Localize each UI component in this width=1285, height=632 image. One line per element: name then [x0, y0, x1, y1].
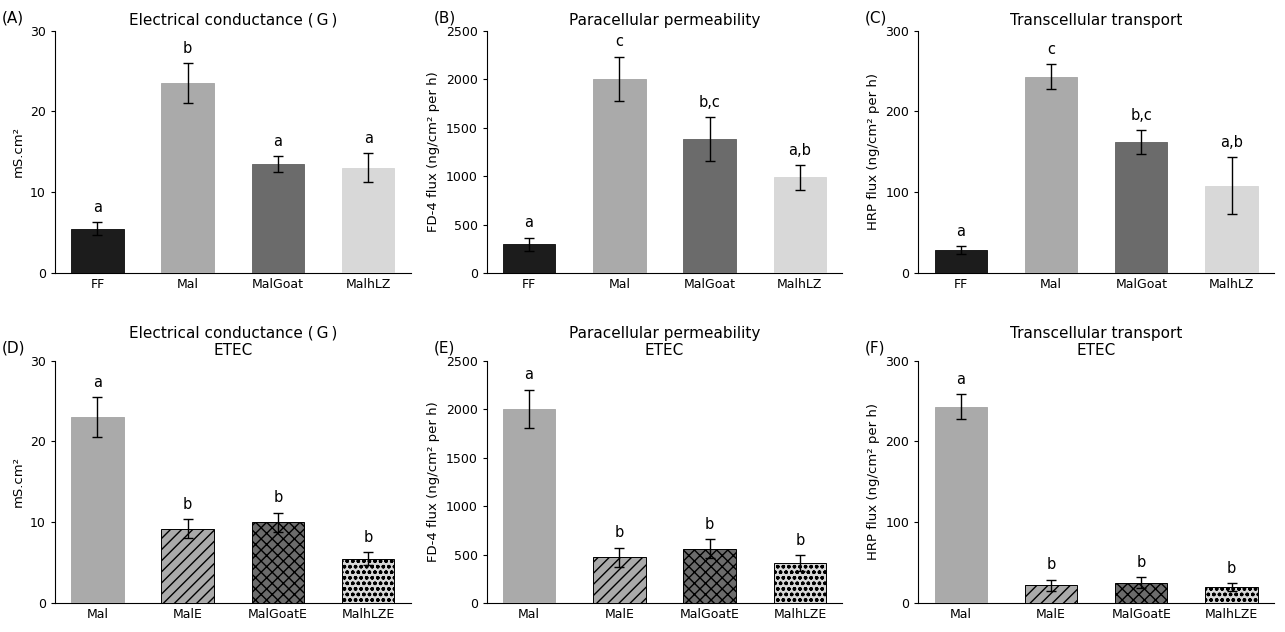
Text: b: b: [795, 533, 804, 548]
Text: a,b: a,b: [1221, 135, 1243, 150]
Bar: [594, 557, 645, 603]
Bar: [684, 549, 736, 603]
Text: b: b: [1046, 557, 1055, 573]
Bar: [1025, 585, 1077, 603]
Title: Transcellular transport: Transcellular transport: [1010, 13, 1182, 28]
Bar: [252, 164, 305, 273]
Bar: [934, 406, 987, 603]
Bar: [774, 178, 826, 273]
Text: b: b: [182, 40, 193, 56]
Text: (E): (E): [433, 341, 455, 356]
Text: (F): (F): [865, 341, 885, 356]
Bar: [774, 562, 826, 603]
Bar: [934, 250, 987, 273]
Text: a: a: [524, 367, 533, 382]
Text: a,b: a,b: [789, 143, 811, 158]
Text: b: b: [705, 517, 714, 532]
Y-axis label: FD-4 flux (ng/cm² per h): FD-4 flux (ng/cm² per h): [427, 71, 441, 232]
Text: a: a: [274, 133, 283, 149]
Text: b: b: [614, 525, 625, 540]
Text: (D): (D): [1, 341, 26, 356]
Text: a: a: [93, 375, 102, 390]
Title: Paracellular permeability
ETEC: Paracellular permeability ETEC: [569, 325, 761, 358]
Text: (A): (A): [1, 11, 24, 26]
Title: Electrical conductance ( G )
ETEC: Electrical conductance ( G ) ETEC: [128, 325, 337, 358]
Text: b: b: [274, 490, 283, 505]
Y-axis label: mS.cm²: mS.cm²: [12, 126, 24, 177]
Bar: [502, 409, 555, 603]
Text: a: a: [93, 200, 102, 215]
Bar: [502, 245, 555, 273]
Y-axis label: FD-4 flux (ng/cm² per h): FD-4 flux (ng/cm² per h): [427, 401, 441, 562]
Title: Transcellular transport
ETEC: Transcellular transport ETEC: [1010, 325, 1182, 358]
Text: c: c: [616, 35, 623, 49]
Bar: [1205, 186, 1258, 273]
Text: b: b: [1227, 561, 1236, 576]
Bar: [1115, 142, 1168, 273]
Bar: [1025, 76, 1077, 273]
Bar: [1115, 583, 1168, 603]
Bar: [342, 168, 394, 273]
Text: b: b: [364, 530, 373, 545]
Bar: [71, 229, 123, 273]
Text: a: a: [524, 216, 533, 230]
Text: a: a: [956, 224, 965, 239]
Text: b: b: [182, 497, 193, 512]
Bar: [684, 139, 736, 273]
Title: Electrical conductance ( G ): Electrical conductance ( G ): [128, 13, 337, 28]
Text: a: a: [956, 372, 965, 387]
Bar: [162, 529, 213, 603]
Text: (C): (C): [865, 11, 888, 26]
Text: (B): (B): [433, 11, 456, 26]
Title: Paracellular permeability: Paracellular permeability: [569, 13, 761, 28]
Bar: [162, 83, 213, 273]
Bar: [594, 79, 645, 273]
Text: a: a: [364, 131, 373, 146]
Y-axis label: HRP flux (ng/cm² per h): HRP flux (ng/cm² per h): [867, 73, 880, 230]
Bar: [71, 417, 123, 603]
Text: b: b: [1137, 555, 1146, 570]
Text: b,c: b,c: [1131, 107, 1153, 123]
Y-axis label: HRP flux (ng/cm² per h): HRP flux (ng/cm² per h): [867, 403, 880, 561]
Bar: [342, 559, 394, 603]
Bar: [252, 522, 305, 603]
Text: b,c: b,c: [699, 95, 721, 109]
Text: c: c: [1047, 42, 1055, 58]
Y-axis label: mS.cm²: mS.cm²: [12, 456, 24, 507]
Bar: [1205, 587, 1258, 603]
